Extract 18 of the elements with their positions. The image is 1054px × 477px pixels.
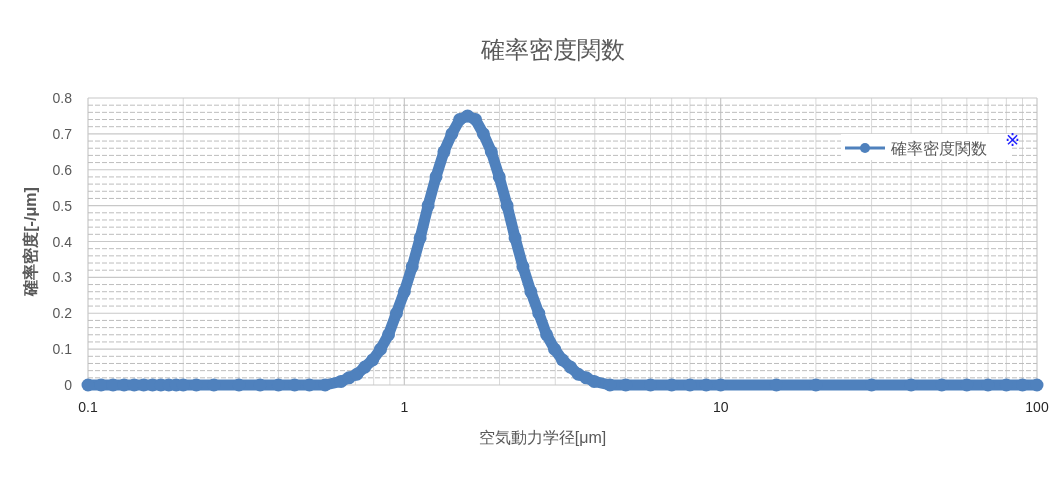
- y-tick-label: 0: [64, 377, 73, 393]
- x-tick-label: 0.1: [78, 399, 98, 415]
- y-tick-label: 0.1: [52, 341, 73, 358]
- y-tick-label: 0.2: [52, 305, 73, 322]
- annotation: ※: [1005, 130, 1021, 150]
- y-tick-label: 0.6: [52, 161, 73, 178]
- y-axis-title: 確率密度[-/μm]: [21, 187, 39, 297]
- chart-title: 確率密度関数: [479, 36, 625, 63]
- y-tick-label: 0.5: [52, 197, 73, 214]
- x-axis-title: 空気動力学径[μm]: [478, 429, 607, 446]
- legend-label: 確率密度関数: [890, 140, 987, 157]
- y-tick-label: 0.4: [52, 233, 73, 250]
- x-tick-label: 10: [712, 399, 729, 415]
- y-tick-label: 0.7: [52, 125, 73, 142]
- x-tick-label: 100: [1025, 399, 1049, 415]
- y-tick-label: 0.8: [52, 90, 73, 106]
- x-tick-label: 1: [400, 399, 409, 415]
- y-tick-label: 0.3: [52, 269, 73, 286]
